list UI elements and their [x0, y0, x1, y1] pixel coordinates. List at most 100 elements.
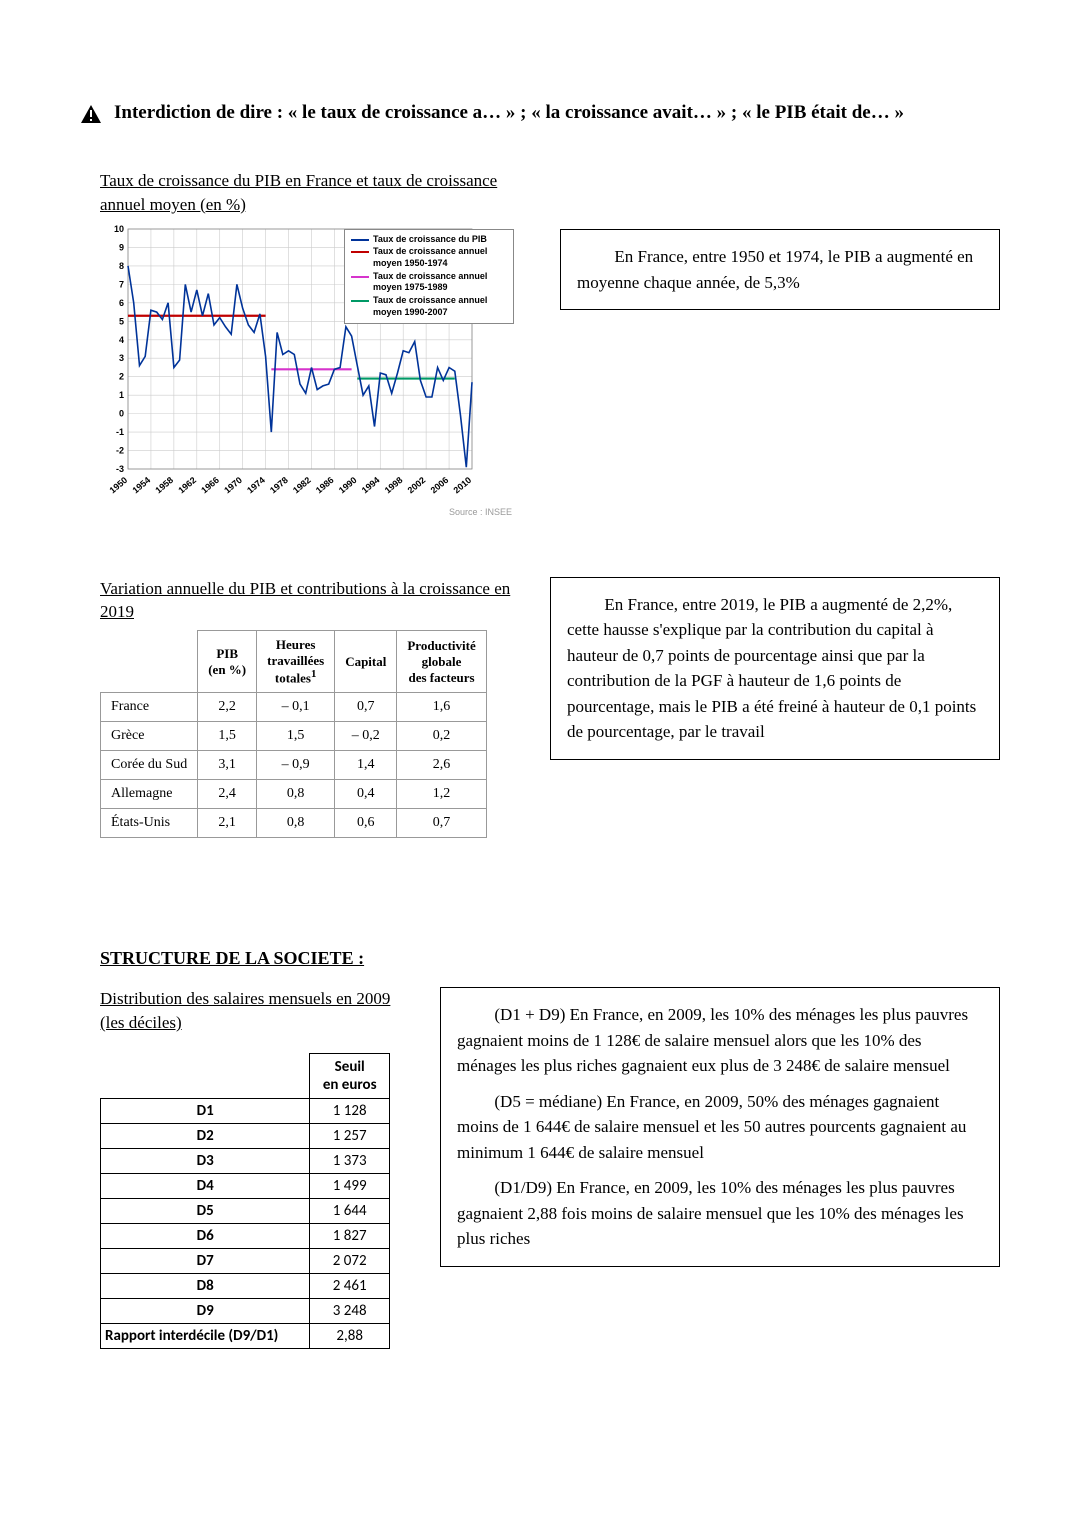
table1-cell: 1,4 — [335, 751, 397, 780]
svg-text:2: 2 — [119, 371, 124, 381]
svg-text:4: 4 — [119, 334, 124, 344]
svg-text:3: 3 — [119, 353, 124, 363]
svg-text:6: 6 — [119, 297, 124, 307]
chart-note-text: En France, entre 1950 et 1974, le PIB a … — [577, 244, 983, 295]
decile-value: 1 827 — [310, 1223, 390, 1248]
svg-text:1958: 1958 — [153, 474, 175, 495]
chart-source: Source : INSEE — [100, 507, 520, 517]
deciles-note-para: (D1 + D9) En France, en 2009, les 10% de… — [457, 1002, 983, 1079]
svg-text:2006: 2006 — [429, 474, 451, 495]
section-header: STRUCTURE DE LA SOCIETE : — [100, 948, 1000, 969]
legend-label: Taux de croissance annuel moyen 1990-200… — [373, 295, 507, 318]
table-row: D3 1 373 — [101, 1148, 390, 1173]
svg-text:5: 5 — [119, 316, 124, 326]
table-row: D5 1 644 — [101, 1198, 390, 1223]
table1-cell: – 0,2 — [335, 722, 397, 751]
svg-text:1998: 1998 — [383, 474, 405, 495]
legend-label: Taux de croissance annuel moyen 1975-198… — [373, 271, 507, 294]
table-row: Corée du Sud3,1– 0,91,42,6 — [101, 751, 487, 780]
warning-icon — [80, 104, 102, 129]
decile-label: D3 — [101, 1148, 310, 1173]
table1-cell: 1,5 — [198, 722, 257, 751]
table1-title: Variation annuelle du PIB et contributio… — [100, 577, 520, 625]
legend-item: Taux de croissance annuel moyen 1990-200… — [351, 295, 507, 318]
contributions-table: PIB(en %)Heurestravailléestotales1Capita… — [100, 630, 487, 838]
decile-label: D7 — [101, 1248, 310, 1273]
decile-value: 1 499 — [310, 1173, 390, 1198]
decile-label: D9 — [101, 1298, 310, 1323]
table1-cell: 2,2 — [198, 693, 257, 722]
table1-cell: 2,6 — [397, 751, 486, 780]
table-row: Rapport interdécile (D9/D1) 2,88 — [101, 1323, 390, 1348]
legend-item: Taux de croissance annuel moyen 1975-198… — [351, 271, 507, 294]
table-row: États-Unis2,10,80,60,7 — [101, 809, 487, 838]
legend-label: Taux de croissance annuel moyen 1950-197… — [373, 246, 507, 269]
svg-text:-3: -3 — [116, 464, 124, 474]
table-row: D9 3 248 — [101, 1298, 390, 1323]
svg-text:10: 10 — [114, 224, 124, 234]
table1-note-box: En France, entre 2019, le PIB a augmenté… — [550, 577, 1000, 760]
table1-row-label: France — [101, 693, 198, 722]
chart-title: Taux de croissance du PIB en France et t… — [100, 169, 520, 217]
table1-note-text: En France, entre 2019, le PIB a augmenté… — [567, 592, 983, 745]
decile-label: D2 — [101, 1123, 310, 1148]
svg-text:-1: -1 — [116, 427, 124, 437]
chart-note-box: En France, entre 1950 et 1974, le PIB a … — [560, 229, 1000, 310]
decile-value: 1 373 — [310, 1148, 390, 1173]
decile-value: 2 461 — [310, 1273, 390, 1298]
legend-label: Taux de croissance du PIB — [373, 234, 507, 246]
decile-value: 1 257 — [310, 1123, 390, 1148]
svg-text:-2: -2 — [116, 445, 124, 455]
table-row: D7 2 072 — [101, 1248, 390, 1273]
legend-swatch — [351, 239, 369, 241]
legend-swatch — [351, 300, 369, 302]
table1-cell: 1,5 — [257, 722, 335, 751]
table1-cell: 0,7 — [397, 809, 486, 838]
table1-cell: 0,4 — [335, 780, 397, 809]
table1-row-label: Corée du Sud — [101, 751, 198, 780]
decile-label: D6 — [101, 1223, 310, 1248]
chart-legend: Taux de croissance du PIB Taux de croiss… — [344, 229, 514, 325]
table1-row-label: Grèce — [101, 722, 198, 751]
table-row: D8 2 461 — [101, 1273, 390, 1298]
table1-col-header: Productivitéglobaledes facteurs — [397, 631, 486, 693]
table1-cell: – 0,1 — [257, 693, 335, 722]
svg-text:1950: 1950 — [108, 474, 130, 495]
table1-col-header: Heurestravailléestotales1 — [257, 631, 335, 693]
table-row: D6 1 827 — [101, 1223, 390, 1248]
decile-label: D8 — [101, 1273, 310, 1298]
decile-value: 2 072 — [310, 1248, 390, 1273]
table1-cell: 2,4 — [198, 780, 257, 809]
deciles-note-para: (D5 = médiane) En France, en 2009, 50% d… — [457, 1089, 983, 1166]
table1-row-label: États-Unis — [101, 809, 198, 838]
deciles-table: Seuilen euros D1 1 128 D2 1 257 D3 1 373… — [100, 1053, 390, 1349]
table-row: Allemagne2,40,80,41,2 — [101, 780, 487, 809]
table-row: D2 1 257 — [101, 1123, 390, 1148]
table-row: D1 1 128 — [101, 1098, 390, 1123]
legend-item: Taux de croissance du PIB — [351, 234, 507, 246]
table1-cell: 0,6 — [335, 809, 397, 838]
decile-label: D1 — [101, 1098, 310, 1123]
decile-value: 1 128 — [310, 1098, 390, 1123]
decile-value: 3 248 — [310, 1298, 390, 1323]
ratio-label: Rapport interdécile (D9/D1) — [101, 1323, 310, 1348]
legend-item: Taux de croissance annuel moyen 1950-197… — [351, 246, 507, 269]
table1-cell: 1,6 — [397, 693, 486, 722]
svg-text:7: 7 — [119, 279, 124, 289]
table-row: D4 1 499 — [101, 1173, 390, 1198]
svg-text:1994: 1994 — [360, 474, 382, 495]
svg-text:2010: 2010 — [452, 474, 474, 495]
legend-swatch — [351, 276, 369, 278]
table1-cell: 2,1 — [198, 809, 257, 838]
table1-cell: 3,1 — [198, 751, 257, 780]
svg-text:0: 0 — [119, 408, 124, 418]
table1-col-header: PIB(en %) — [198, 631, 257, 693]
deciles-notes-box: (D1 + D9) En France, en 2009, les 10% de… — [440, 987, 1000, 1267]
table1-cell: 0,8 — [257, 809, 335, 838]
svg-text:8: 8 — [119, 261, 124, 271]
table-row: France2,2– 0,10,71,6 — [101, 693, 487, 722]
svg-text:2002: 2002 — [406, 474, 428, 495]
warning-text: Interdiction de dire : « le taux de croi… — [114, 100, 904, 126]
table1-cell: 1,2 — [397, 780, 486, 809]
table-row: Grèce1,51,5– 0,20,2 — [101, 722, 487, 751]
